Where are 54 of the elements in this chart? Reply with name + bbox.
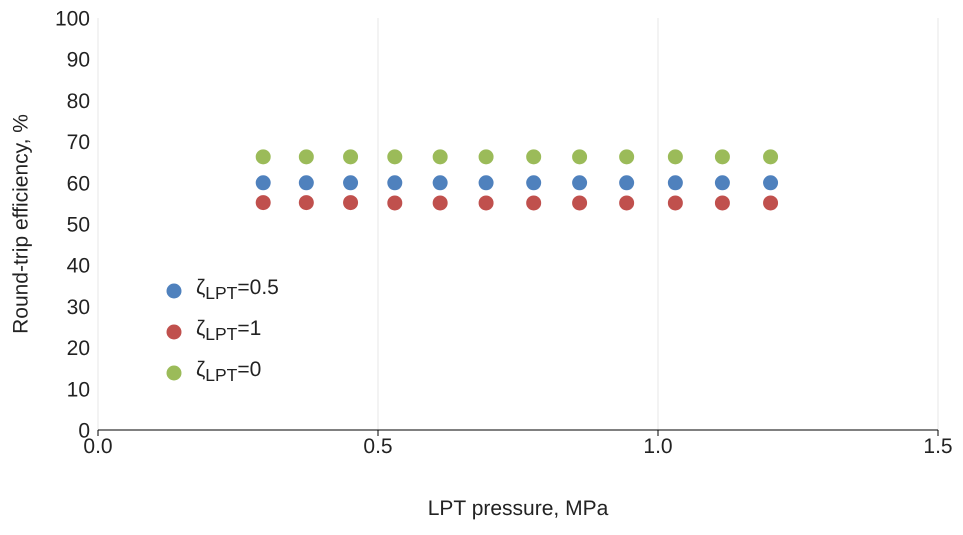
point [714,149,730,164]
y-tick-label: 30 [66,296,90,319]
point [763,149,778,164]
point [668,195,683,210]
x-tick-label: 1.0 [643,434,673,458]
point [343,149,358,164]
point [432,195,448,210]
point [298,175,314,190]
point [298,195,314,210]
point [526,149,542,164]
point [714,195,730,210]
point [432,175,448,190]
point [478,175,494,190]
y-tick-label: 50 [66,213,90,236]
point [526,175,542,190]
y-tick-label: 100 [54,7,90,30]
point [343,175,358,190]
legend-label: ζ$_{LPT}$=1 [196,317,262,346]
y-tick-label: 20 [66,337,90,360]
point [526,195,542,210]
x-axis-title: LPT pressure, MPa [428,496,609,520]
point [387,195,402,210]
point [572,175,588,190]
y-tick-label: 70 [66,131,90,154]
point [668,175,683,190]
point [432,149,448,164]
point [714,175,730,190]
legend-label: ζ$_{LPT}$=0 [196,358,262,387]
point [572,149,588,164]
point [256,195,271,210]
point [387,149,402,164]
point [256,149,271,164]
y-axis-title: Round-trip efficiency, % [9,114,32,334]
y-tick-label: 90 [66,48,90,72]
point [763,175,778,190]
y-tick-label: 10 [66,378,90,402]
x-tick-label: 0.5 [363,434,393,458]
point [619,175,634,190]
x-tick-label: 1.5 [923,434,953,458]
point [387,175,402,190]
y-tick-label: 60 [66,172,90,196]
point [256,175,271,190]
point [668,149,683,164]
point [343,195,358,210]
point [619,149,634,164]
point [619,195,634,210]
point [572,195,588,210]
point [478,149,494,164]
y-tick-label: 40 [66,254,90,278]
y-tick-label: 80 [66,90,90,113]
point [478,195,494,210]
point [298,149,314,164]
point [763,195,778,210]
legend-label: ζ$_{LPT}$=0.5 [196,276,279,305]
